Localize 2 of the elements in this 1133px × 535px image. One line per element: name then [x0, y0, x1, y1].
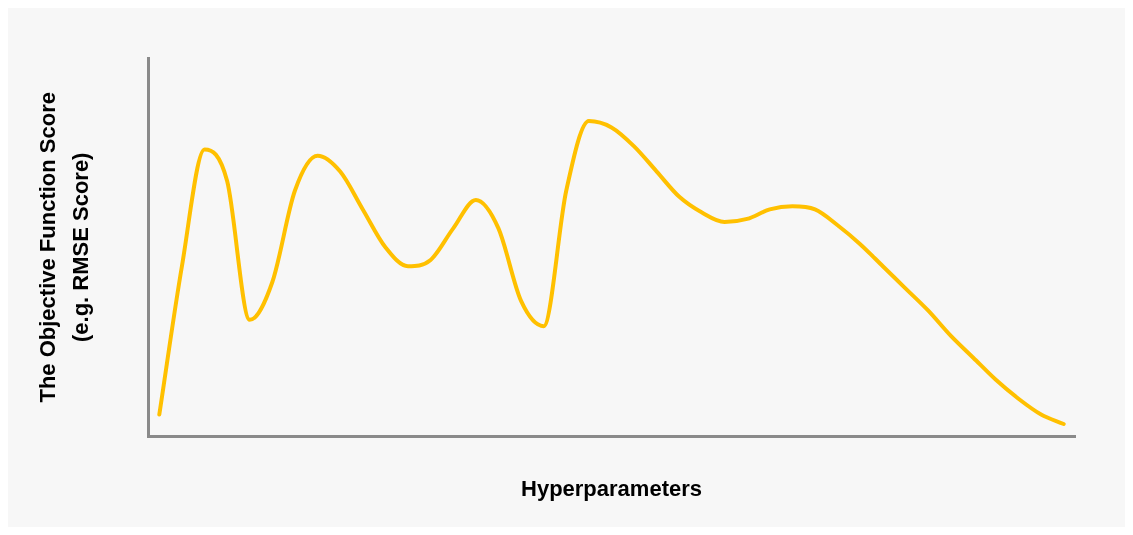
y-axis-title: The Objective Function Score (e.g. RMSE Score) [34, 92, 93, 403]
x-axis-title: Hyperparameters [521, 475, 702, 501]
